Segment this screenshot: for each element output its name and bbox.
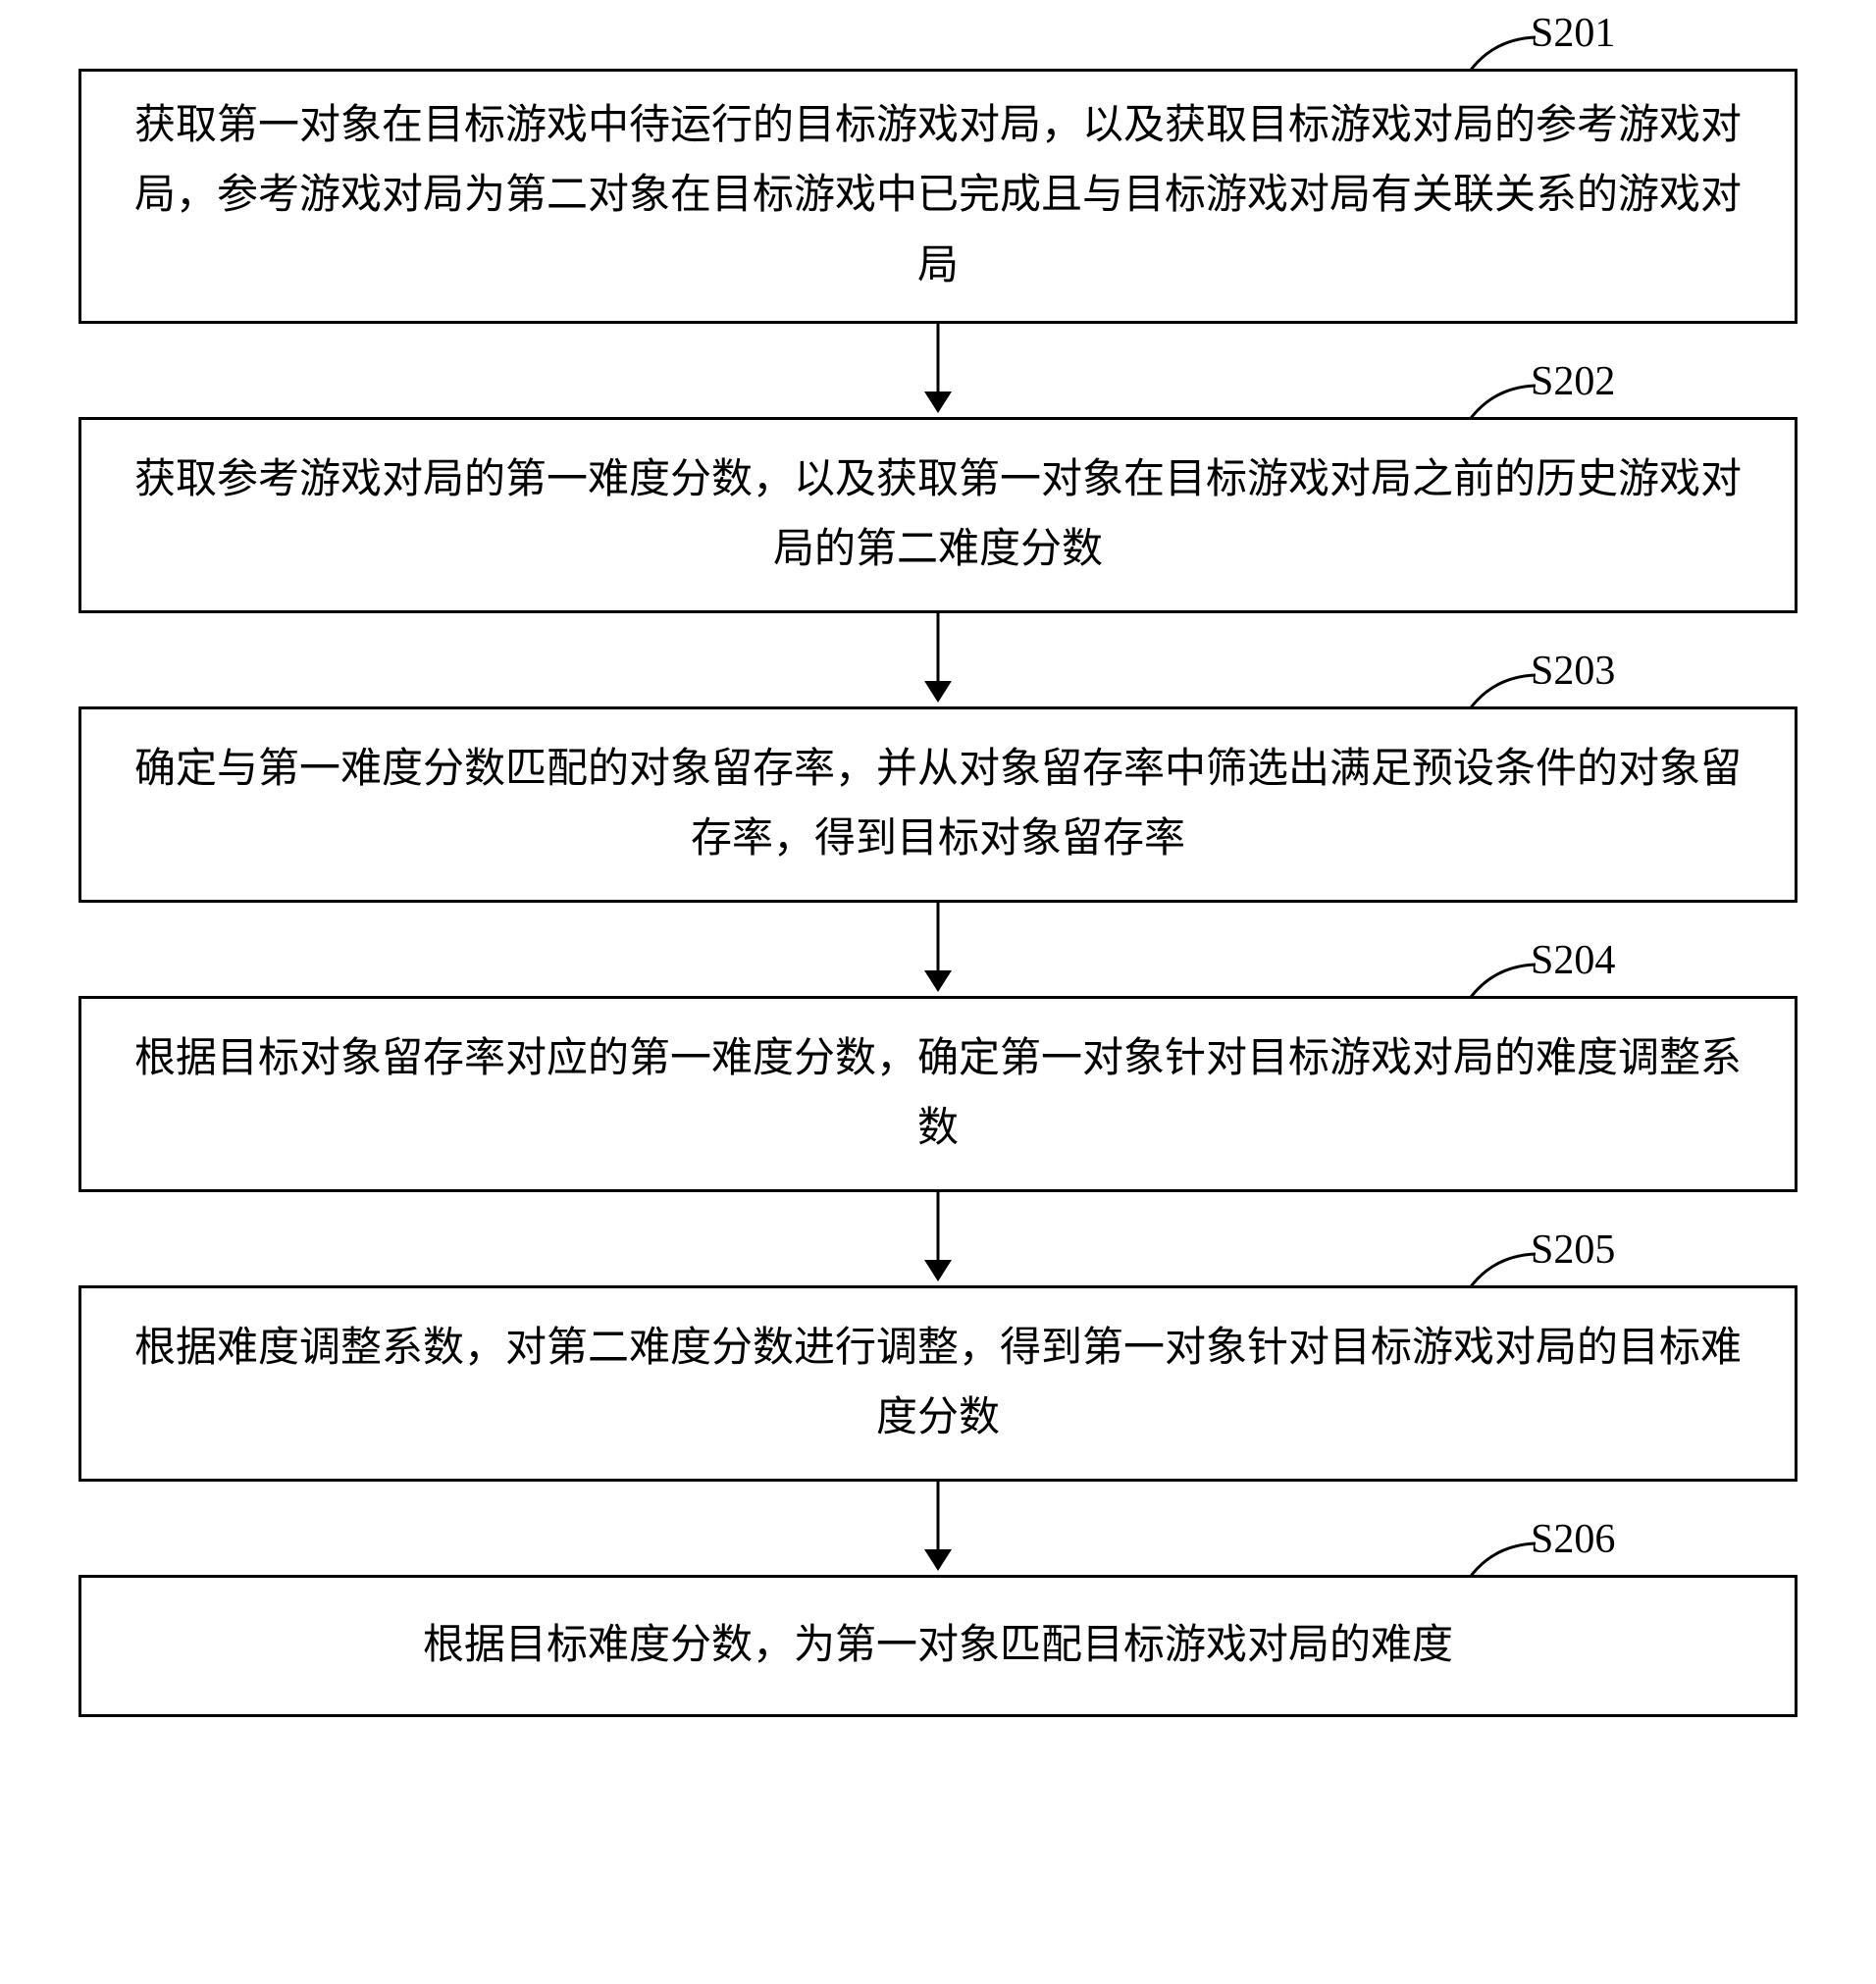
step-text: 获取第一对象在目标游戏中待运行的目标游戏对局，以及获取目标游戏对局的参考游戏对局…: [121, 91, 1755, 301]
step-box-s203: 确定与第一难度分数匹配的对象留存率，并从对象留存率中筛选出满足预设条件的对象留存…: [78, 706, 1798, 903]
step-text: 根据难度调整系数，对第二难度分数进行调整，得到第一对象针对目标游戏对局的目标难度…: [121, 1314, 1755, 1454]
step-box-s205: 根据难度调整系数，对第二难度分数进行调整，得到第一对象针对目标游戏对局的目标难度…: [78, 1285, 1798, 1482]
step-text: 确定与第一难度分数匹配的对象留存率，并从对象留存率中筛选出满足预设条件的对象留存…: [121, 735, 1755, 875]
step-label-s206: S206: [1531, 1516, 1615, 1563]
arrow-connector-s205-s206: [918, 1482, 958, 1575]
flowchart-container: S201 获取第一对象在目标游戏中待运行的目标游戏对局，以及获取目标游戏对局的参…: [0, 0, 1876, 1984]
step-label-s202: S202: [1531, 358, 1615, 405]
step-box-s206: 根据目标难度分数，为第一对象匹配目标游戏对局的难度: [78, 1575, 1798, 1717]
arrow-connector-s201-s202: [918, 324, 958, 417]
step-text: 获取参考游戏对局的第一难度分数，以及获取第一对象在目标游戏对局之前的历史游戏对局…: [121, 445, 1755, 586]
step-box-s201: 获取第一对象在目标游戏中待运行的目标游戏对局，以及获取目标游戏对局的参考游戏对局…: [78, 69, 1798, 324]
step-box-s202: 获取参考游戏对局的第一难度分数，以及获取第一对象在目标游戏对局之前的历史游戏对局…: [78, 417, 1798, 613]
step-label-s204: S204: [1531, 937, 1615, 984]
step-text: 根据目标难度分数，为第一对象匹配目标游戏对局的难度: [423, 1611, 1453, 1681]
step-label-s203: S203: [1531, 648, 1615, 695]
step-box-s204: 根据目标对象留存率对应的第一难度分数，确定第一对象针对目标游戏对局的难度调整系数: [78, 996, 1798, 1192]
arrow-connector-s203-s204: [918, 903, 958, 996]
step-text: 根据目标对象留存率对应的第一难度分数，确定第一对象针对目标游戏对局的难度调整系数: [121, 1024, 1755, 1165]
step-label-s205: S205: [1531, 1227, 1615, 1274]
arrow-connector-s202-s203: [918, 613, 958, 706]
step-label-s201: S201: [1531, 10, 1615, 57]
arrow-connector-s204-s205: [918, 1192, 958, 1285]
